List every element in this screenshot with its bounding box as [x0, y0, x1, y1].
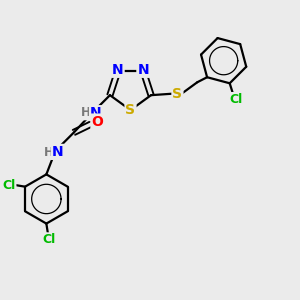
Text: S: S: [172, 87, 182, 101]
Text: N: N: [52, 145, 64, 159]
Text: Cl: Cl: [43, 233, 56, 246]
Text: N: N: [112, 63, 124, 77]
Text: S: S: [125, 103, 136, 117]
Text: H: H: [81, 106, 91, 119]
Text: O: O: [92, 115, 103, 129]
Text: Cl: Cl: [2, 179, 16, 192]
Text: Cl: Cl: [229, 93, 242, 106]
Text: N: N: [90, 106, 102, 120]
Text: N: N: [137, 63, 149, 77]
Text: H: H: [44, 146, 53, 159]
